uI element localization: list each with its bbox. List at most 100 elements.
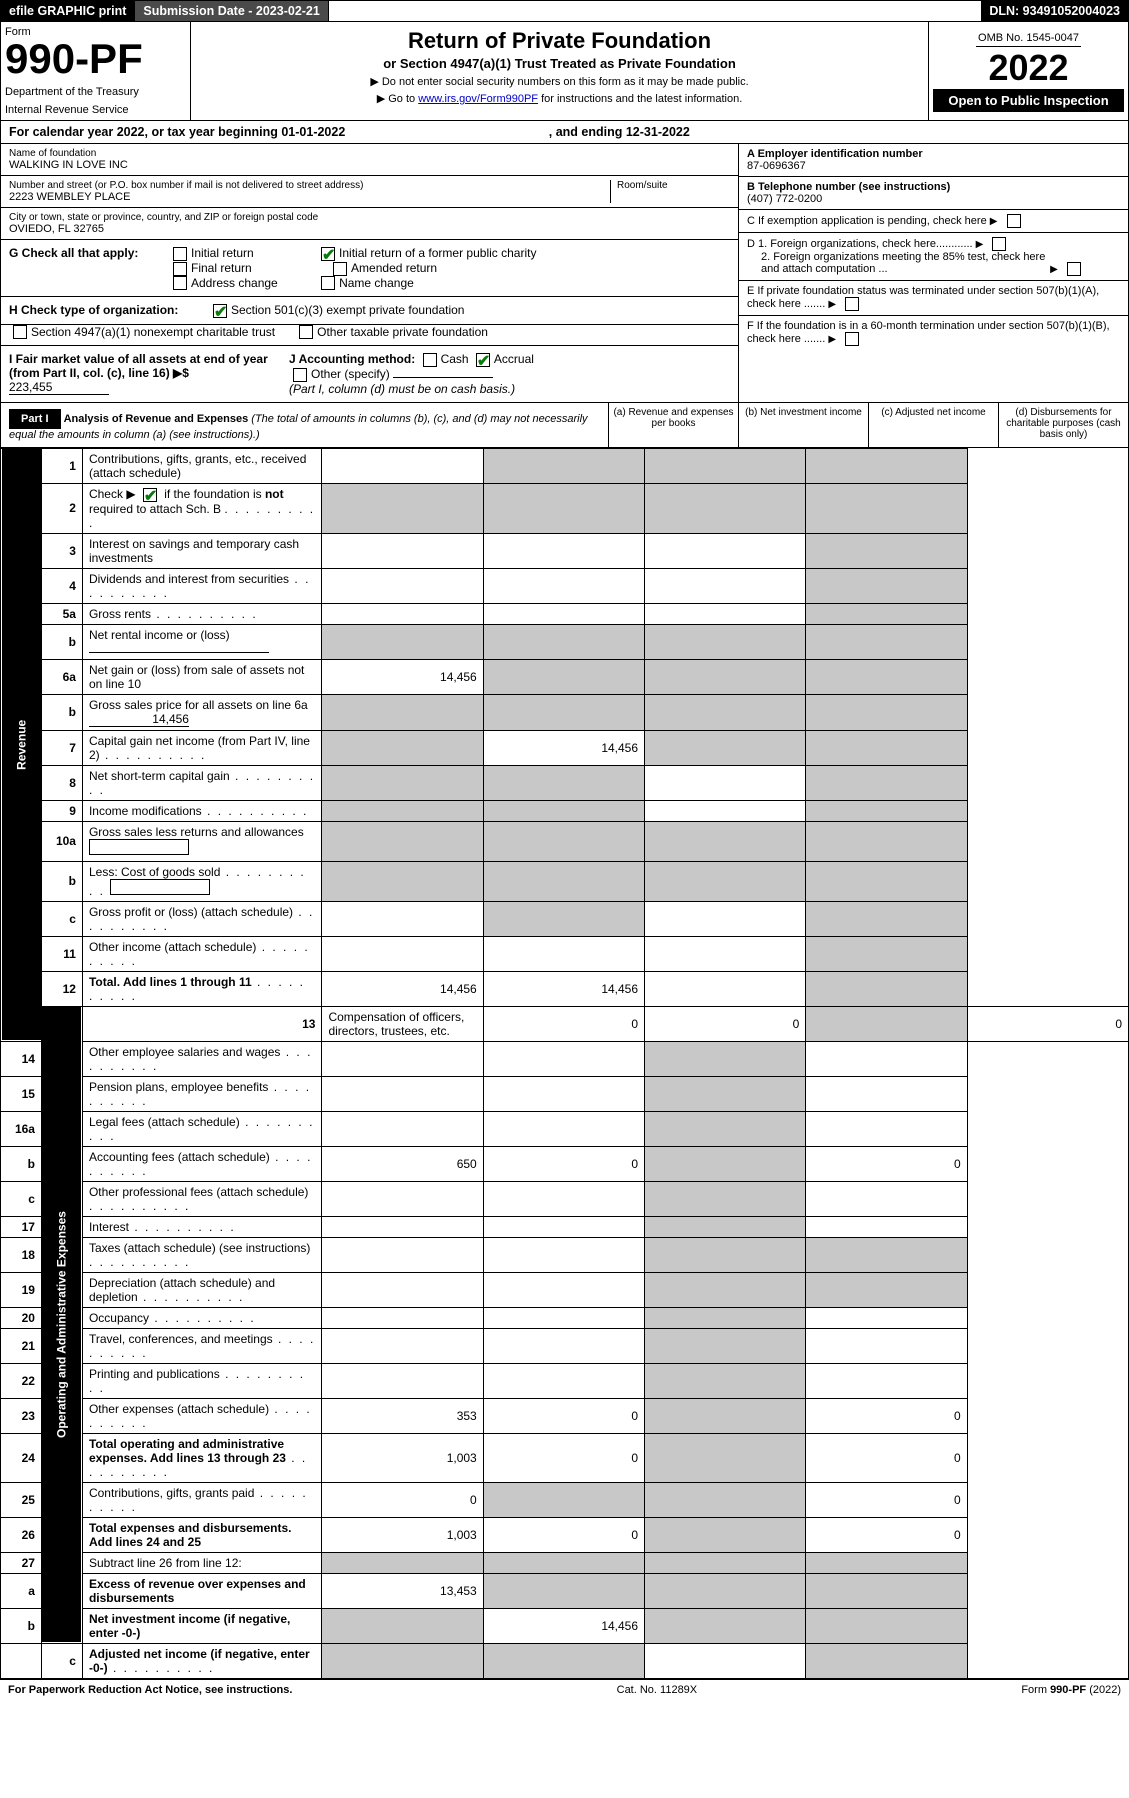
instr1: ▶ Do not enter social security numbers o… [197, 75, 922, 88]
table-row: 17 Interest [1, 1216, 1129, 1237]
ein-value: 87-0696367 [747, 160, 806, 172]
cb-accrual[interactable] [476, 353, 490, 367]
cb-initial[interactable] [173, 247, 187, 261]
j-cash: Cash [441, 352, 469, 366]
line-desc: Contributions, gifts, grants, etc., rece… [82, 448, 321, 483]
table-row: 15Pension plans, employee benefits [1, 1076, 1129, 1111]
cat-number: Cat. No. 11289X [617, 1684, 698, 1696]
val-27a-a: 13,453 [322, 1573, 483, 1608]
irs: Internal Revenue Service [5, 104, 186, 116]
cb-namechange[interactable] [321, 276, 335, 290]
cb-final[interactable] [173, 262, 187, 276]
val-6a-a: 14,456 [322, 659, 483, 694]
table-row: bLess: Cost of goods sold [1, 861, 1129, 901]
e-cell: E If private foundation status was termi… [739, 281, 1128, 316]
cb-e[interactable] [845, 297, 859, 311]
name-hdr: Name of foundation [9, 148, 730, 159]
table-row: 25Contributions, gifts, grants paid00 [1, 1482, 1129, 1517]
cb-d1[interactable] [992, 237, 1006, 251]
submission-date: Submission Date - 2023-02-21 [135, 1, 328, 21]
line-desc: Income modifications [82, 800, 321, 821]
table-row: b Net investment income (if negative, ent… [1, 1608, 1129, 1643]
addr-cell: Number and street (or P.O. box number if… [1, 176, 738, 208]
table-row: bGross sales price for all assets on lin… [1, 694, 1129, 730]
table-row: cGross profit or (loss) (attach schedule… [1, 901, 1129, 936]
i-label: I Fair market value of all assets at end… [9, 352, 268, 380]
val-13-b: 0 [645, 1006, 806, 1041]
cb-schb[interactable] [143, 488, 157, 502]
cb-c[interactable] [1007, 214, 1021, 228]
g-row: G Check all that apply: Initial return I… [1, 240, 738, 297]
omb-number: OMB No. 1545-0047 [976, 30, 1081, 47]
line-num: b [1, 1146, 42, 1181]
g-name: Name change [339, 276, 414, 290]
table-row: 5aGross rents [1, 603, 1129, 624]
pra-notice: For Paperwork Reduction Act Notice, see … [8, 1684, 292, 1696]
cb-501c3[interactable] [213, 304, 227, 318]
line-desc: Interest [82, 1216, 321, 1237]
line-num: 17 [1, 1216, 42, 1237]
line-num: 27 [1, 1552, 42, 1573]
h-other: Other taxable private foundation [317, 325, 488, 339]
line-desc: Capital gain net income (from Part IV, l… [82, 730, 321, 765]
table-row: 24Total operating and administrative exp… [1, 1433, 1129, 1482]
cb-cash[interactable] [423, 353, 437, 367]
val-26-d: 0 [806, 1517, 967, 1552]
table-row: 23Other expenses (attach schedule)35300 [1, 1398, 1129, 1433]
line-num: c [41, 1643, 82, 1678]
dln-label: DLN: 93491052004023 [981, 1, 1128, 21]
cb-address[interactable] [173, 276, 187, 290]
form-number: 990-PF [5, 38, 186, 80]
line-desc: Printing and publications [82, 1363, 321, 1398]
line-desc: Legal fees (attach schedule) [82, 1111, 321, 1146]
phone-hdr: B Telephone number (see instructions) [747, 181, 950, 193]
cb-f[interactable] [845, 332, 859, 346]
val-16b-a: 650 [322, 1146, 483, 1181]
val-24-d: 0 [806, 1433, 967, 1482]
spacer [329, 1, 982, 21]
cb-initial-former[interactable] [321, 247, 335, 261]
line-desc: Taxes (attach schedule) (see instruction… [82, 1237, 321, 1272]
c-text: C If exemption application is pending, c… [747, 215, 987, 227]
table-row: 21Travel, conferences, and meetings [1, 1328, 1129, 1363]
line-desc: Net investment income (if negative, ente… [82, 1608, 321, 1643]
tax-year: 2022 [988, 47, 1068, 89]
cb-4947[interactable] [13, 325, 27, 339]
line-desc: Depreciation (attach schedule) and deple… [82, 1272, 321, 1307]
efile-button[interactable]: efile GRAPHIC print [1, 1, 135, 21]
line-num: 22 [1, 1363, 42, 1398]
cb-amended[interactable] [333, 262, 347, 276]
table-row: 2Check ▶ if the foundation is not requir… [1, 483, 1129, 533]
line-desc: Net gain or (loss) from sale of assets n… [82, 659, 321, 694]
form-title: Return of Private Foundation [197, 28, 922, 54]
line-num: 6a [41, 659, 82, 694]
line-num: 14 [1, 1041, 42, 1076]
line-desc: Compensation of officers, directors, tru… [322, 1006, 483, 1041]
header-center: Return of Private Foundation or Section … [191, 22, 928, 120]
f-cell: F If the foundation is in a 60-month ter… [739, 316, 1128, 350]
line-num: b [1, 1608, 42, 1643]
table-row: 7Capital gain net income (from Part IV, … [1, 730, 1129, 765]
cb-other-method[interactable] [293, 368, 307, 382]
table-row: Operating and Administrative Expenses 13… [1, 1006, 1129, 1041]
part1-label: Part I [9, 409, 61, 429]
val-23-a: 353 [322, 1398, 483, 1433]
cb-other-tax[interactable] [299, 325, 313, 339]
j-accrual: Accrual [494, 352, 534, 366]
h-row: H Check type of organization: Section 50… [1, 297, 738, 325]
table-row: cOther professional fees (attach schedul… [1, 1181, 1129, 1216]
addr-hdr: Number and street (or P.O. box number if… [9, 180, 610, 191]
irs-link[interactable]: www.irs.gov/Form990PF [418, 93, 538, 105]
line-num: 16a [1, 1111, 42, 1146]
g-address: Address change [191, 276, 278, 290]
line-num: 13 [82, 1006, 321, 1041]
val-26-a: 1,003 [322, 1517, 483, 1552]
cb-d2[interactable] [1067, 262, 1081, 276]
form-header: Form 990-PF Department of the Treasury I… [0, 22, 1129, 121]
val-26-b: 0 [483, 1517, 644, 1552]
line-num: 25 [1, 1482, 42, 1517]
line-desc: Gross sales price for all assets on line… [82, 694, 321, 730]
line-desc: Accounting fees (attach schedule) [82, 1146, 321, 1181]
table-row: bAccounting fees (attach schedule)65000 [1, 1146, 1129, 1181]
table-row: 26Total expenses and disbursements. Add … [1, 1517, 1129, 1552]
